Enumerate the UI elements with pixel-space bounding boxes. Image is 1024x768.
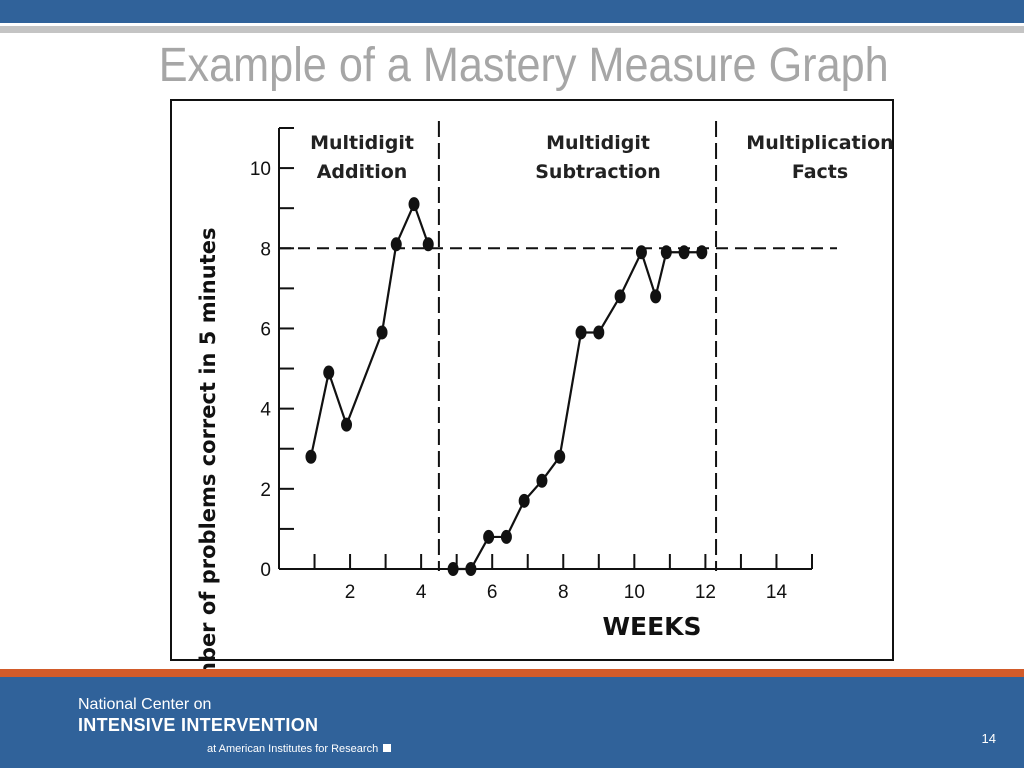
data-point: [483, 529, 495, 544]
footer-bar: National Center on INTENSIVE INTERVENTIO…: [0, 677, 1024, 768]
y-tick-label: 8: [260, 239, 271, 260]
data-point: [593, 325, 605, 340]
data-point: [341, 417, 353, 432]
header-rule: [0, 26, 1024, 33]
data-point: [635, 245, 647, 260]
footer-accent-rule: [0, 669, 1024, 677]
data-point: [518, 493, 530, 508]
square-bullet-icon: [383, 744, 392, 752]
x-tick-label: 6: [487, 582, 498, 603]
x-axis-label: WEEKS: [602, 612, 702, 641]
data-point: [422, 237, 434, 252]
slide-title: Example of a Mastery Measure Graph: [158, 39, 889, 92]
phase-label-multiplication: Multiplication Facts: [746, 132, 894, 183]
org-affiliation-text: at American Institutes for Research: [207, 743, 379, 755]
page-number: 14: [981, 731, 996, 746]
y-tick-label: 0: [260, 560, 271, 581]
data-point: [305, 449, 317, 464]
data-point: [536, 473, 548, 488]
y-tick-label: 2: [260, 480, 271, 501]
y-axis-label: Number of problems correct in 5 minutes: [196, 227, 220, 717]
x-tick-label: 10: [624, 582, 645, 603]
data-point: [500, 529, 512, 544]
y-tick-label: 4: [260, 400, 271, 421]
y-tick-label: 10: [250, 159, 271, 180]
data-point: [660, 245, 672, 260]
org-name-line2: INTENSIVE INTERVENTION: [78, 715, 319, 735]
org-name-line1: National Center on: [78, 696, 212, 713]
phase-label-addition: Multidigit Addition: [310, 132, 414, 183]
data-point: [465, 562, 477, 576]
data-point: [376, 325, 388, 340]
x-tick-label: 14: [766, 582, 788, 603]
data-point: [408, 197, 420, 212]
x-tick-label: 12: [695, 582, 716, 603]
data-point: [696, 245, 708, 260]
org-affiliation: at American Institutes for Research: [207, 743, 392, 755]
header-bar: [0, 0, 1024, 23]
chart-frame: 0 2 4 6 8 10 2 4 6 8 10 12 14 Multidigit Addition Mul…: [170, 99, 894, 717]
data-point: [390, 237, 402, 252]
y-tick-label: 6: [260, 319, 271, 340]
data-point: [678, 245, 690, 260]
data-point: [447, 562, 459, 576]
data-point: [575, 325, 587, 340]
data-point: [650, 289, 662, 304]
series-line: [453, 249, 702, 571]
x-tick-label: 8: [558, 582, 569, 603]
mastery-measure-chart: 0 2 4 6 8 10 2 4 6 8 10 12 14: [250, 121, 837, 603]
data-point: [614, 289, 626, 304]
data-point: [554, 449, 566, 464]
data-point: [323, 365, 335, 380]
x-tick-label: 4: [416, 582, 427, 603]
x-tick-label: 2: [345, 582, 356, 603]
series-line: [309, 201, 430, 457]
phase-label-subtraction: Multidigit Subtraction: [535, 132, 661, 183]
